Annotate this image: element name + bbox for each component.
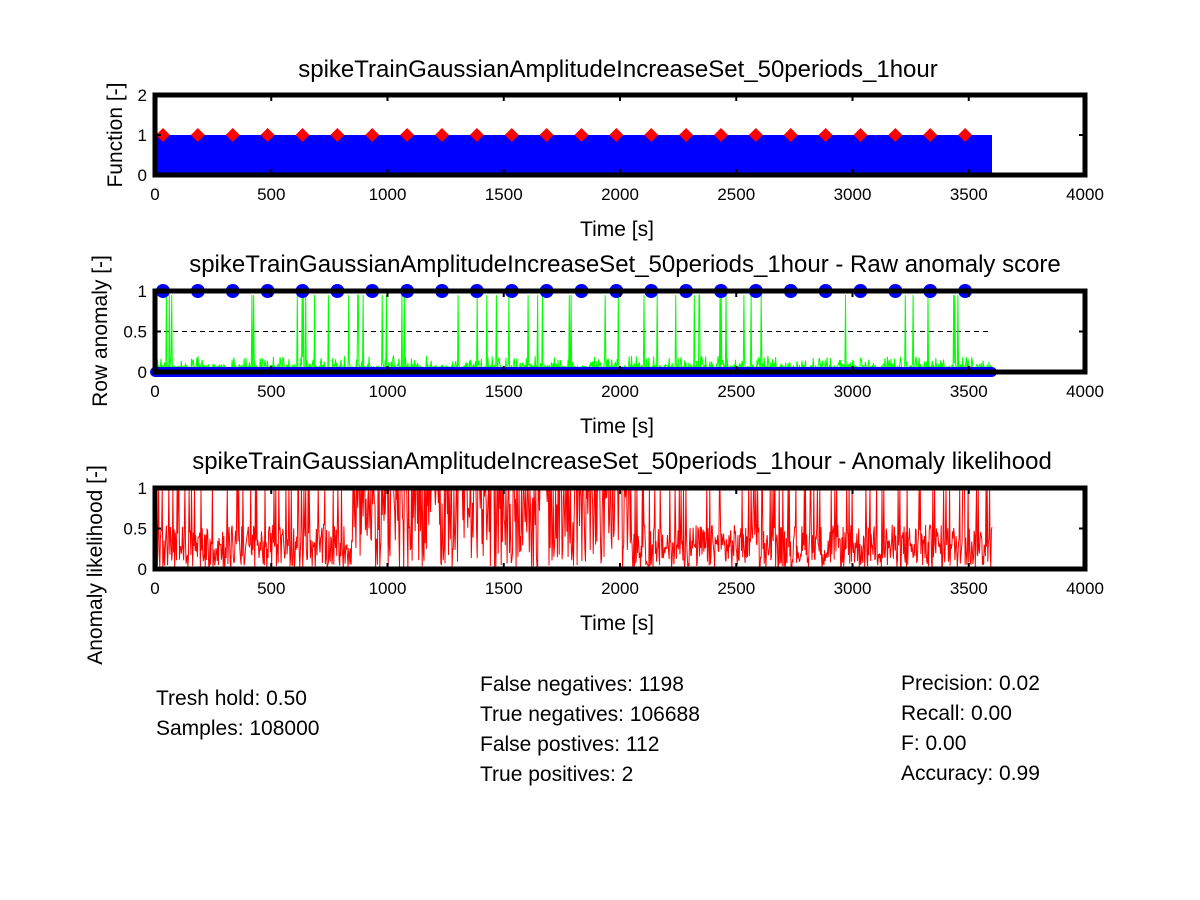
subplot2-xlabel: Time [s]: [580, 415, 654, 438]
spike-marker: [295, 128, 310, 142]
spike-marker: [539, 128, 554, 142]
stat-false-positives: False postives: 112: [480, 733, 660, 756]
spike-marker: [888, 128, 903, 142]
x-tick-label: 4000: [1066, 185, 1104, 204]
y-tick-label: 1: [138, 479, 147, 498]
spike-marker: [714, 128, 728, 142]
y-tick-label: 0.5: [123, 520, 147, 539]
stat-threshold: Tresh hold: 0.50: [156, 687, 307, 710]
stats-right: Precision: 0.02 Recall: 0.00 F: 0.00 Acc…: [901, 669, 1040, 789]
x-tick-label: 1000: [369, 185, 407, 204]
x-tick-label: 3500: [950, 382, 988, 401]
spike-marker: [783, 128, 798, 142]
subplot1-plot-area: [155, 128, 992, 175]
y-tick-label: 1: [138, 282, 147, 301]
subplot3-title: spikeTrainGaussianAmplitudeIncreaseSet_5…: [192, 448, 1052, 475]
spike-marker: [156, 128, 170, 142]
spike-marker: [435, 128, 449, 142]
signal-line: [154, 487, 993, 570]
x-tick-label: 500: [257, 579, 285, 598]
spike-marker: [225, 128, 240, 142]
y-tick-label: 2: [138, 86, 147, 105]
subplot1-xlabel: Time [s]: [580, 218, 654, 241]
x-tick-label: 3000: [834, 579, 872, 598]
x-tick-label: 2000: [601, 185, 639, 204]
x-tick-label: 0: [150, 579, 159, 598]
x-tick-label: 4000: [1066, 579, 1104, 598]
subplot1-ylabel: Function [-]: [104, 82, 127, 187]
subplot2-ticks: 0 500 1000 1500 2000 2500 3000 3500 4000 0 0.5 1: [123, 282, 1104, 401]
x-tick-label: 3500: [950, 185, 988, 204]
subplot3-plot-area: [154, 487, 993, 570]
signal-line: [154, 294, 993, 374]
x-tick-label: 2500: [717, 382, 755, 401]
subplot-raw-anomaly: 0 500 1000 1500 2000 2500 3000 3500 4000 0 0.5 1 Ti…: [89, 251, 1104, 438]
subplot3-ylabel: Anomaly likelihood [-]: [84, 465, 107, 665]
x-tick-label: 500: [257, 185, 285, 204]
stats-left: Tresh hold: 0.50 Samples: 108000: [156, 684, 319, 744]
subplot-anomaly-likelihood: 0 500 1000 1500 2000 2500 3000 3500 4000 0 0.5 1 Ti…: [84, 448, 1104, 665]
stat-true-negatives: True negatives: 106688: [480, 703, 700, 726]
x-tick-label: 1000: [369, 382, 407, 401]
stat-recall: Recall: 0.00: [901, 702, 1012, 725]
x-tick-label: 0: [150, 185, 159, 204]
subplot3-ticks: 0 500 1000 1500 2000 2500 3000 3500 4000 0 0.5 1: [123, 479, 1104, 598]
spike-marker: [365, 128, 380, 142]
x-tick-label: 3000: [834, 185, 872, 204]
spike-marker: [574, 128, 589, 142]
stat-accuracy: Accuracy: 0.99: [901, 762, 1040, 785]
subplot1-title: spikeTrainGaussianAmplitudeIncreaseSet_5…: [298, 56, 938, 83]
function-area: [155, 135, 992, 175]
x-tick-label: 2000: [601, 382, 639, 401]
spike-marker: [923, 128, 938, 142]
x-tick-label: 1500: [485, 579, 523, 598]
x-tick-label: 2500: [717, 579, 755, 598]
subplot3-xlabel: Time [s]: [580, 612, 654, 635]
spike-marker: [260, 128, 275, 142]
subplot1-ticks: 0 500 1000 1500 2000 2500 3000 3500 4000 0 1 2: [138, 86, 1104, 204]
x-tick-label: 2000: [601, 579, 639, 598]
spike-marker: [330, 128, 345, 142]
stat-true-positives: True positives: 2: [480, 763, 634, 786]
x-tick-label: 1500: [485, 382, 523, 401]
spike-marker: [609, 128, 624, 142]
x-tick-label: 3000: [834, 382, 872, 401]
spike-marker: [469, 128, 484, 142]
x-tick-label: 500: [257, 382, 285, 401]
x-tick-label: 1000: [369, 579, 407, 598]
stats-middle: False negatives: 1198 True negatives: 10…: [480, 670, 700, 790]
stat-samples: Samples: 108000: [156, 717, 320, 740]
y-tick-label: 1: [138, 126, 147, 145]
y-tick-label: 0: [138, 363, 147, 382]
x-tick-label: 0: [150, 382, 159, 401]
spike-marker: [504, 128, 519, 142]
y-tick-label: 0: [138, 166, 147, 185]
x-tick-label: 1500: [485, 185, 523, 204]
spike-marker: [748, 128, 763, 142]
x-tick-label: 3500: [950, 579, 988, 598]
y-tick-label: 0.5: [123, 323, 147, 342]
spike-marker: [853, 128, 868, 142]
spike-marker: [644, 128, 659, 142]
spike-marker: [958, 128, 973, 142]
spike-marker: [818, 128, 833, 142]
subplot2-plot-area: [150, 284, 997, 377]
y-tick-label: 0: [138, 560, 147, 579]
stat-f: F: 0.00: [901, 732, 967, 755]
x-tick-label: 4000: [1066, 382, 1104, 401]
subplot-function: spikeTrainGaussianAmplitudeIncreaseSet_5…: [104, 56, 1104, 241]
spike-marker: [190, 128, 205, 142]
x-tick-label: 2500: [717, 185, 755, 204]
spike-marker: [679, 128, 694, 142]
stat-precision: Precision: 0.02: [901, 672, 1040, 695]
spike-marker: [400, 128, 415, 142]
subplot2-ylabel: Row anomaly [-]: [89, 255, 112, 407]
subplot2-title: spikeTrainGaussianAmplitudeIncreaseSet_5…: [189, 251, 1061, 278]
stat-false-negatives: False negatives: 1198: [480, 673, 684, 696]
